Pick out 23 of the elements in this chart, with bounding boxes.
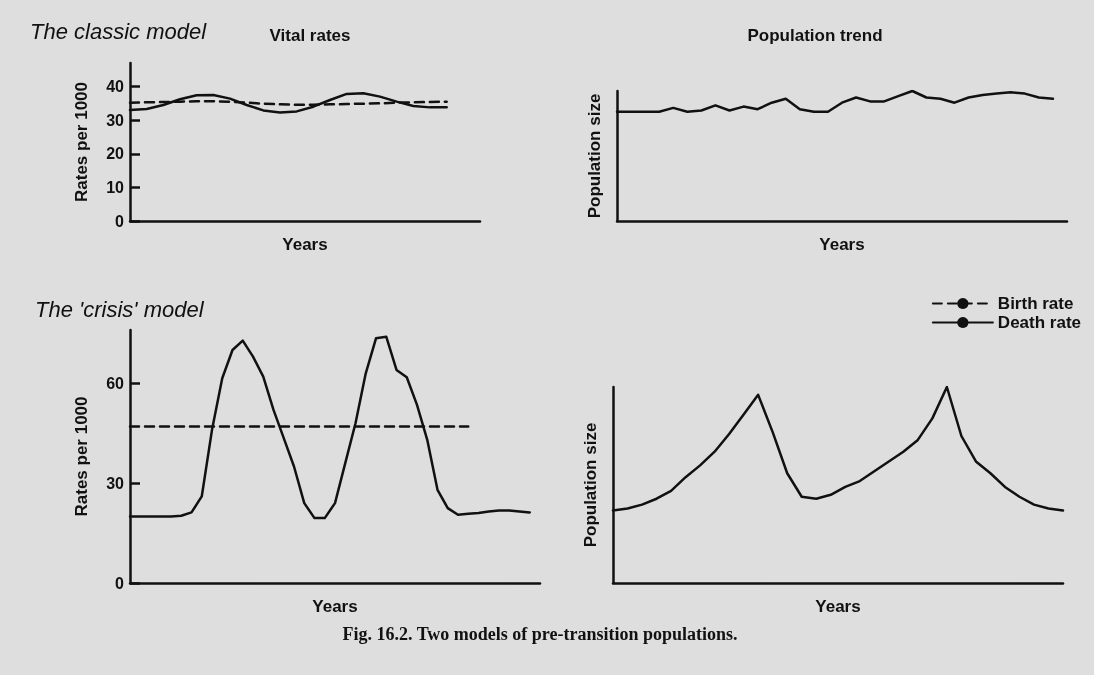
y-axis-title: Population size <box>585 93 604 219</box>
text: The classic model <box>30 18 208 44</box>
x-axis-title: Years <box>312 597 358 616</box>
chart-title: Vital rates <box>269 26 351 45</box>
legend-label: Birth rate <box>997 294 1074 313</box>
y-tick-label: 10 <box>106 178 125 196</box>
y-tick-label: 40 <box>106 78 125 96</box>
x-axis-title: Years <box>815 597 861 616</box>
chart-title: Population trend <box>747 26 883 45</box>
y-tick-label: 30 <box>106 111 125 129</box>
y-tick-label: 20 <box>106 145 125 163</box>
y-tick-label: 0 <box>115 574 125 592</box>
y-tick-label: 60 <box>106 374 125 392</box>
text: The 'crisis' model <box>35 296 205 322</box>
x-axis-title: Years <box>282 235 328 254</box>
caption: Fig. 16.2. Two models of pre-transition populations. <box>342 624 738 644</box>
x-axis-title: Years <box>819 235 865 254</box>
y-axis-title: Population size <box>581 422 600 548</box>
y-axis-title: Rates per 1000 <box>72 396 91 517</box>
legend-label: Death rate <box>997 313 1081 332</box>
y-tick-label: 30 <box>106 474 125 492</box>
y-tick-label: 0 <box>115 212 125 230</box>
y-axis-title: Rates per 1000 <box>72 81 91 203</box>
